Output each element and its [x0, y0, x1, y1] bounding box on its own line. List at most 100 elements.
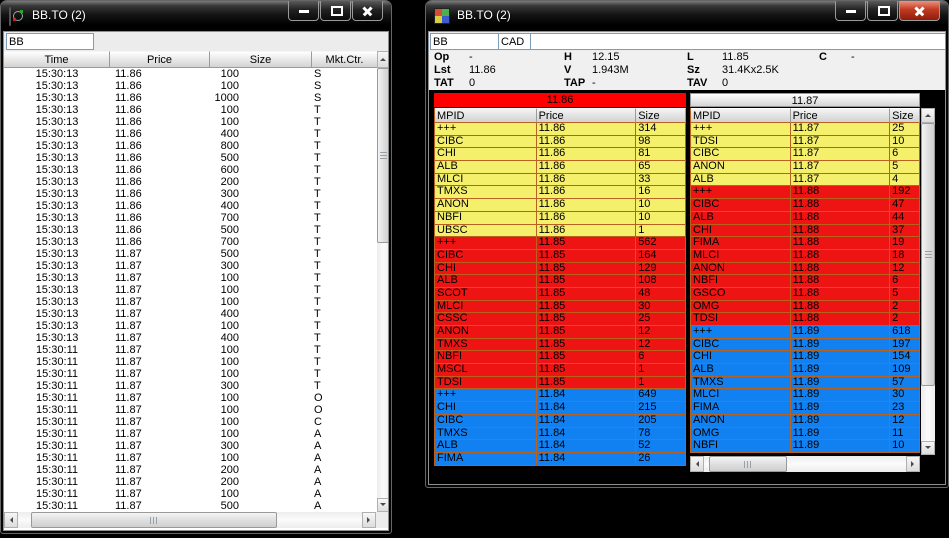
table-row[interactable]: 15:30:11 11.87 100 T: [4, 344, 377, 356]
scrollbar-thumb[interactable]: [31, 512, 277, 528]
scroll-up-button[interactable]: [921, 108, 935, 123]
column-header-price[interactable]: Price: [536, 108, 637, 123]
table-row[interactable]: 15:30:11 11.87 100 A: [4, 488, 377, 500]
scroll-left-button[interactable]: [4, 512, 18, 528]
column-header-mpid[interactable]: MPID: [435, 108, 537, 123]
column-header-price[interactable]: Price: [790, 108, 891, 123]
depth-row[interactable]: +++ 11.88 192: [691, 186, 920, 200]
column-header-time[interactable]: Time: [4, 51, 110, 68]
depth-row[interactable]: TDSI 11.85 1: [435, 376, 686, 390]
currency-input[interactable]: [498, 33, 532, 50]
horizontal-scrollbar[interactable]: [690, 456, 920, 472]
minimize-button[interactable]: [288, 1, 319, 21]
table-row[interactable]: 15:30:13 11.87 500 T: [4, 248, 377, 260]
depth-row[interactable]: CHI 11.86 81: [435, 148, 686, 162]
depth-row[interactable]: FIMA 11.88 19: [691, 237, 920, 250]
scroll-down-button[interactable]: [921, 441, 935, 455]
maximize-button[interactable]: [867, 1, 898, 21]
close-button[interactable]: [899, 1, 940, 21]
depth-row[interactable]: NBFI 11.88 6: [691, 275, 920, 288]
depth-row[interactable]: CIBC 11.85 164: [435, 249, 686, 263]
table-row[interactable]: 15:30:13 11.86 700 T: [4, 212, 377, 224]
depth-row[interactable]: +++ 11.89 618: [691, 326, 920, 339]
depth-row[interactable]: CIBC 11.84 205: [435, 414, 686, 428]
depth-row[interactable]: MLCI 11.88 18: [691, 249, 920, 263]
table-row[interactable]: 15:30:13 11.86 800 T: [4, 140, 377, 152]
depth-row[interactable]: ANON 11.88 12: [691, 262, 920, 276]
depth-row[interactable]: FIMA 11.84 26: [435, 452, 686, 466]
depth-row[interactable]: ALB 11.89 109: [691, 364, 920, 377]
depth-row[interactable]: NBFI 11.86 10: [435, 211, 686, 225]
table-row[interactable]: 15:30:13 11.86 400 T: [4, 200, 377, 212]
depth-row[interactable]: NBFI 11.89 10: [691, 440, 920, 453]
table-row[interactable]: 15:30:13 11.86 1000 S: [4, 92, 377, 104]
table-row[interactable]: 15:30:11 11.87 100 O: [4, 404, 377, 416]
scroll-right-button[interactable]: [906, 456, 920, 472]
scroll-up-button[interactable]: [377, 51, 388, 68]
depth-row[interactable]: +++ 11.87 25: [691, 123, 920, 136]
table-row[interactable]: 15:30:13 11.86 400 T: [4, 128, 377, 140]
depth-row[interactable]: TMXS 11.86 16: [435, 186, 686, 200]
table-row[interactable]: 15:30:11 11.87 200 A: [4, 464, 377, 476]
table-row[interactable]: 15:30:13 11.86 600 T: [4, 164, 377, 176]
table-row[interactable]: 15:30:13 11.86 100 S: [4, 68, 377, 80]
depth-row[interactable]: FIMA 11.89 23: [691, 402, 920, 415]
scroll-left-button[interactable]: [690, 456, 704, 472]
horizontal-scrollbar[interactable]: [4, 512, 388, 528]
depth-row[interactable]: GSCO 11.88 5: [691, 287, 920, 301]
depth-row[interactable]: TDSI 11.88 2: [691, 313, 920, 326]
table-row[interactable]: 15:30:11 11.87 100 T: [4, 368, 377, 380]
title-bar[interactable]: BB.TO (2): [1, 1, 391, 31]
depth-row[interactable]: OMG 11.88 2: [691, 300, 920, 314]
depth-row[interactable]: ANON 11.86 10: [435, 199, 686, 212]
depth-row[interactable]: ANON 11.89 12: [691, 414, 920, 428]
scrollbar-thumb[interactable]: [921, 123, 935, 386]
table-row[interactable]: 15:30:11 11.87 100 C: [4, 416, 377, 428]
depth-row[interactable]: CIBC 11.87 6: [691, 148, 920, 162]
depth-row[interactable]: CHI 11.88 37: [691, 224, 920, 238]
symbol-input[interactable]: [6, 33, 94, 50]
depth-row[interactable]: TMXS 11.84 78: [435, 427, 686, 441]
depth-row[interactable]: MSCL 11.85 1: [435, 364, 686, 377]
table-row[interactable]: 15:30:13 11.86 300 T: [4, 188, 377, 200]
table-row[interactable]: 15:30:11 11.87 500 A: [4, 500, 377, 512]
vertical-scrollbar[interactable]: [921, 123, 935, 455]
table-row[interactable]: 15:30:13 11.86 500 T: [4, 224, 377, 236]
symbol-input[interactable]: [430, 33, 500, 50]
column-header-price[interactable]: Price: [110, 51, 210, 68]
depth-row[interactable]: MLCI 11.86 33: [435, 173, 686, 187]
column-header-mpid[interactable]: MPID: [691, 108, 791, 123]
table-row[interactable]: 15:30:11 11.87 200 A: [4, 476, 377, 488]
horizontal-track[interactable]: [704, 456, 906, 472]
depth-row[interactable]: TMXS 11.89 57: [691, 376, 920, 390]
depth-row[interactable]: ANON 11.85 12: [435, 326, 686, 339]
table-row[interactable]: 15:30:13 11.86 100 S: [4, 80, 377, 92]
column-header-mktctr[interactable]: Mkt.Ctr.: [312, 51, 377, 68]
horizontal-track[interactable]: [18, 512, 362, 528]
depth-row[interactable]: CIBC 11.86 98: [435, 135, 686, 149]
depth-row[interactable]: ALB 11.86 65: [435, 161, 686, 174]
minimize-button[interactable]: [835, 1, 866, 21]
depth-row[interactable]: ALB 11.87 4: [691, 173, 920, 187]
close-button[interactable]: [352, 1, 383, 21]
depth-row[interactable]: TMXS 11.85 12: [435, 338, 686, 352]
depth-row[interactable]: NBFI 11.85 6: [435, 351, 686, 365]
table-row[interactable]: 15:30:13 11.86 700 T: [4, 236, 377, 248]
table-row[interactable]: 15:30:13 11.87 300 T: [4, 260, 377, 272]
notes-input[interactable]: [530, 33, 945, 50]
maximize-button[interactable]: [320, 1, 351, 21]
depth-row[interactable]: +++ 11.86 314: [435, 123, 686, 136]
depth-row[interactable]: OMG 11.89 11: [691, 427, 920, 441]
depth-row[interactable]: CHI 11.89 154: [691, 351, 920, 365]
depth-row[interactable]: MLCI 11.89 30: [691, 389, 920, 403]
depth-row[interactable]: ALB 11.85 108: [435, 275, 686, 288]
table-row[interactable]: 15:30:11 11.87 100 A: [4, 428, 377, 440]
table-row[interactable]: 15:30:13 11.86 100 T: [4, 116, 377, 128]
table-row[interactable]: 15:30:11 11.87 100 T: [4, 356, 377, 368]
scroll-right-button[interactable]: [362, 512, 376, 528]
depth-row[interactable]: ANON 11.87 5: [691, 161, 920, 174]
scroll-down-button[interactable]: [377, 498, 388, 512]
depth-row[interactable]: ALB 11.84 52: [435, 440, 686, 453]
depth-row[interactable]: CIBC 11.88 47: [691, 199, 920, 212]
depth-row[interactable]: SCOT 11.85 48: [435, 287, 686, 301]
